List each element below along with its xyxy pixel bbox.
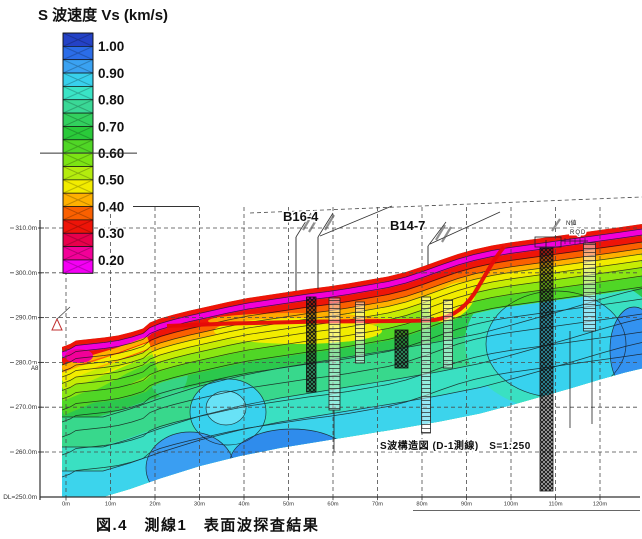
hatched-column-1 <box>306 296 317 393</box>
log-column-5 <box>583 242 596 332</box>
y-label: 270.0m <box>15 404 37 411</box>
log-column-4 <box>443 299 453 369</box>
section-title: S波構造図 (D-1測線) S=1:250 <box>380 439 531 452</box>
x-label: 110m <box>548 502 562 508</box>
x-label: 0m <box>62 502 70 508</box>
log-column-3 <box>421 296 431 434</box>
legend-title: S 波速度 Vs (km/s) <box>38 6 168 24</box>
legend-value: 0.90 <box>98 66 124 81</box>
y-axis-labels: 310.0m 300.0m 290.0m 280.0m 270.0m 260.0… <box>2 224 39 503</box>
legend-value: 0.30 <box>98 226 124 241</box>
x-label: 70m <box>372 502 383 508</box>
log-column-1 <box>328 297 341 411</box>
pocket-bottom-blue <box>230 429 354 495</box>
legend-value: 0.70 <box>98 119 124 134</box>
hatched-column-3 <box>539 247 554 492</box>
y-label: 280.0m <box>15 359 37 366</box>
y-label: 300.0m <box>15 270 37 277</box>
plot-annotations: B16-4 B14-7 N値 RQD A8 S波構造図 (D-1測線) S=1:… <box>30 208 587 454</box>
borehole-leader-lines <box>295 205 501 247</box>
borehole-label-b14-7: B14-7 <box>390 218 425 233</box>
legend-value: 0.80 <box>98 93 124 108</box>
borehole-columns <box>295 205 596 492</box>
borehole-header-box <box>534 236 562 248</box>
y-label: 290.0m <box>15 315 37 322</box>
x-label: 80m <box>416 502 427 508</box>
x-label: 40m <box>238 502 249 508</box>
axes <box>36 220 640 511</box>
x-label: 90m <box>461 502 472 508</box>
legend-value: 1.00 <box>98 39 124 54</box>
x-label: 30m <box>194 502 205 508</box>
left-magenta-blob <box>65 349 93 363</box>
x-label: 120m <box>593 502 608 508</box>
x-label: 50m <box>283 502 294 508</box>
legend-value: 0.50 <box>98 173 124 188</box>
small-annotation-marks <box>302 214 561 243</box>
legend-value: 0.40 <box>98 199 124 214</box>
y-label: 310.0m <box>15 225 37 232</box>
x-axis-labels: 0m 10m 20m 30m 40m 50m 60m 70m 80m 90m 1… <box>60 500 608 509</box>
velocity-contour-fills <box>62 224 642 497</box>
x-label: 100m <box>504 502 519 508</box>
hatched-column-2 <box>394 329 409 369</box>
benchmark-marker <box>51 306 71 331</box>
borehole-label-b16-4: B16-4 <box>283 209 319 224</box>
legend-labels: 1.00 0.90 0.80 0.70 0.60 0.50 0.40 0.30 … <box>97 38 126 270</box>
header-ticks <box>564 238 586 244</box>
x-label: 60m <box>327 502 338 508</box>
design-grade-dashed-line <box>249 196 642 214</box>
left-slope-band-fan <box>62 336 159 416</box>
x-label: 20m <box>149 502 160 508</box>
n-value-label: N値 <box>566 219 576 227</box>
pocket-mid-cyan-core <box>206 391 246 425</box>
y-ticks <box>36 227 44 453</box>
rqd-label: RQD <box>570 230 586 236</box>
log-column-2 <box>355 301 365 364</box>
y-label-datum: DL=250.0m <box>3 494 37 501</box>
figure-caption: 図.4 測線1 表面波探査結果 <box>96 516 319 534</box>
x-label: 10m <box>105 502 116 508</box>
x-ticks <box>65 497 601 501</box>
left-edge-label: A8 <box>31 366 39 372</box>
legend-value: 0.20 <box>98 253 124 268</box>
legend: S 波速度 Vs (km/s) 1.00 0.90 0.80 <box>38 6 199 274</box>
y-label: 260.0m <box>15 449 37 456</box>
pocket-right-blue <box>610 307 642 393</box>
